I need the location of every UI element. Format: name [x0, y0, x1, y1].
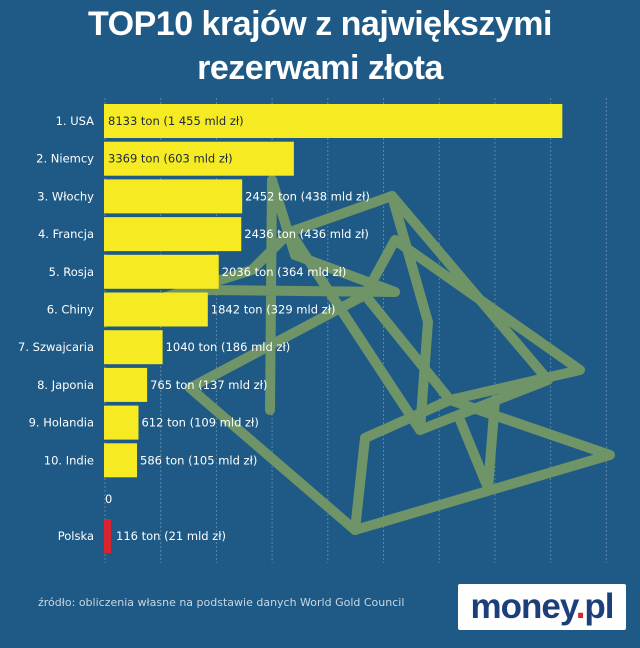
- category-label: 7. Szwajcaria: [18, 340, 94, 354]
- logo-main: money: [470, 587, 576, 626]
- bars: [104, 104, 563, 553]
- category-label: 9. Holandia: [29, 416, 94, 430]
- bar-item: [104, 292, 208, 327]
- category-label: 4. Francja: [38, 227, 94, 241]
- gold-bars-icon: [135, 175, 615, 535]
- bar-item: [104, 254, 219, 289]
- bar-item: [104, 141, 294, 176]
- data-label: 2036 ton (364 mld zł): [222, 265, 347, 279]
- source-note: źródło: obliczenia własne na podstawie d…: [38, 596, 405, 609]
- logo-tld: pl: [584, 587, 614, 626]
- data-label: 586 ton (105 mld zł): [140, 453, 257, 467]
- data-labels: 8133 ton (1 455 mld zł) 3369 ton (603 mld…: [108, 114, 370, 543]
- bar-item: [104, 443, 138, 478]
- title-line-1: TOP10 krajów z największymi: [88, 5, 552, 43]
- bar-item: [104, 367, 148, 402]
- data-label: 1040 ton (186 mld zł): [166, 340, 291, 354]
- category-label: 5. Rosja: [49, 265, 94, 279]
- category-labels: 1. USA 2. Niemcy 3. Włochy 4. Francja 5. Ros…: [18, 114, 94, 543]
- data-label: 3369 ton (603 mld zł): [108, 152, 233, 166]
- category-label: Polska: [58, 529, 94, 543]
- money-pl-logo: money.pl: [458, 584, 626, 630]
- bar-item: [104, 330, 163, 365]
- data-label: 2436 ton (436 mld zł): [244, 227, 369, 241]
- category-label: 6. Chiny: [47, 303, 94, 317]
- bar-item: [104, 217, 242, 252]
- bar-item: [104, 179, 243, 214]
- logo-text: money.pl: [470, 587, 614, 627]
- bar-highlight: [104, 519, 111, 553]
- bar-item: [104, 405, 139, 440]
- category-label: 10. Indie: [44, 453, 94, 467]
- data-label: 765 ton (137 mld zł): [150, 378, 267, 392]
- category-label: 1. USA: [56, 114, 95, 128]
- x-tick-label: 0: [105, 492, 112, 506]
- bar-item: [104, 104, 563, 138]
- data-label: 8133 ton (1 455 mld zł): [108, 114, 244, 128]
- category-label: 3. Włochy: [37, 189, 94, 203]
- x-tick-labels: 0: [105, 492, 112, 506]
- category-label: 2. Niemcy: [36, 152, 94, 166]
- data-label: 2452 ton (438 mld zł): [245, 189, 370, 203]
- category-label: 8. Japonia: [37, 378, 94, 392]
- data-label: 116 ton (21 mld zł): [116, 529, 226, 543]
- page-title: TOP10 krajów z największymi rezerwami zł…: [0, 2, 640, 90]
- data-label: 612 ton (109 mld zł): [141, 416, 258, 430]
- title-line-2: rezerwami złota: [197, 49, 443, 87]
- data-label: 1842 ton (329 mld zł): [211, 303, 336, 317]
- logo-dot: .: [575, 587, 586, 626]
